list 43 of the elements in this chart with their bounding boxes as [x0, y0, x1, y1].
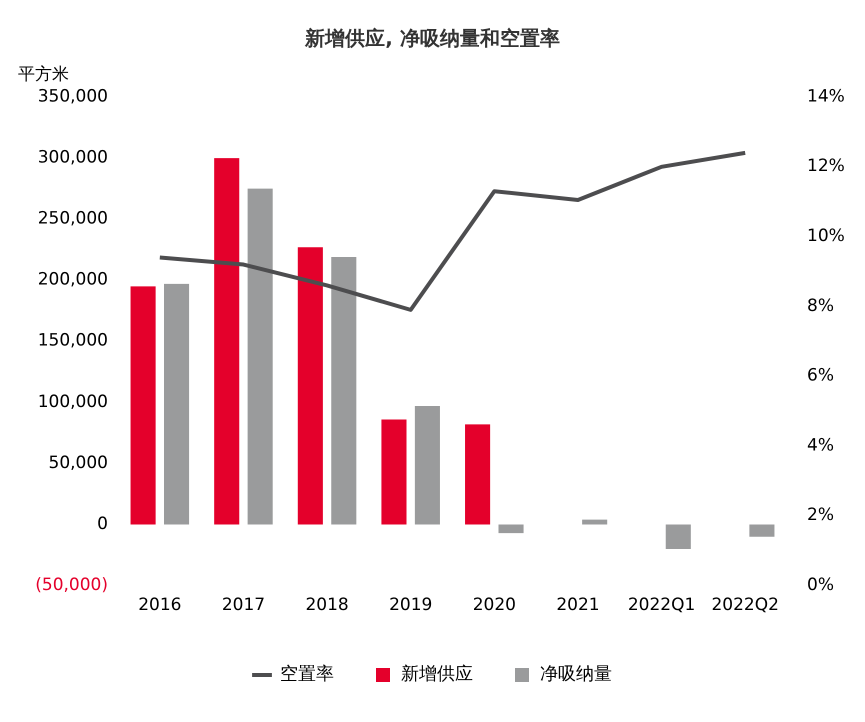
- legend-label: 空置率: [280, 664, 334, 685]
- bar: [666, 524, 691, 549]
- bar: [331, 257, 356, 525]
- y-tick-label: 100,000: [38, 392, 108, 412]
- y-tick-label: 350,000: [38, 86, 108, 106]
- bar: [130, 286, 156, 525]
- y2-tick-label: 4%: [807, 435, 834, 456]
- x-tick-label: 2022Q1: [628, 595, 696, 616]
- x-tick-label: 2021: [556, 595, 600, 616]
- legend-label: 净吸纳量: [540, 664, 612, 685]
- y-tick-label: 300,000: [38, 147, 108, 168]
- y2-tick-label: 2%: [807, 505, 834, 526]
- y-tick-label: 50,000: [48, 452, 108, 473]
- bar: [381, 419, 407, 525]
- y-tick-label: (50,000): [35, 575, 108, 596]
- y-tick-label: 200,000: [38, 270, 108, 290]
- bar: [749, 524, 774, 537]
- bar: [214, 158, 240, 525]
- bar: [582, 520, 608, 525]
- y-tick-label: 150,000: [38, 330, 108, 351]
- bar: [248, 188, 273, 525]
- bar: [164, 284, 190, 525]
- x-tick-label: 2018: [305, 595, 349, 616]
- legend-label: 新增供应: [401, 664, 473, 685]
- y2-tick-label: 14%: [807, 86, 845, 106]
- y2-tick-label: 10%: [807, 226, 845, 246]
- x-tick-label: 2017: [222, 595, 266, 616]
- y2-tick-label: 8%: [807, 296, 834, 316]
- y-tick-label: 0: [97, 514, 108, 534]
- bar: [498, 524, 524, 534]
- chart-title: 新增供应, 净吸纳量和空置率: [304, 26, 560, 50]
- x-tick-label: 2016: [138, 595, 182, 616]
- bar: [465, 424, 490, 525]
- x-tick-label: 2020: [472, 595, 516, 616]
- y2-tick-label: 0%: [807, 575, 834, 596]
- y-tick-label: 250,000: [38, 208, 108, 229]
- bar: [298, 247, 323, 525]
- x-tick-label: 2022Q2: [711, 595, 779, 616]
- y2-tick-label: 12%: [807, 156, 845, 176]
- y2-tick-label: 6%: [807, 366, 834, 386]
- x-tick-label: 2019: [389, 595, 432, 616]
- y-axis-title: 平方米: [18, 64, 69, 84]
- bar: [414, 406, 440, 525]
